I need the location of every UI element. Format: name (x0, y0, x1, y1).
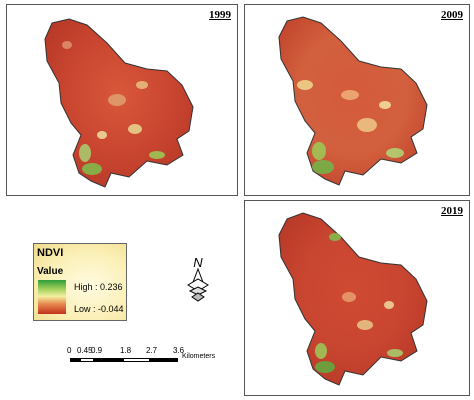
legend-value-label: Value (37, 266, 64, 277)
scale-tick: 0.9 (91, 346, 103, 355)
scale-segment (150, 358, 178, 362)
ndvi-map-2009 (278, 16, 428, 186)
scale-segment (123, 358, 150, 362)
scale-segment (80, 358, 94, 362)
scale-segment (70, 358, 80, 362)
scale-tick: 2.7 (146, 346, 158, 355)
legend-title: NDVI (37, 247, 64, 259)
legend-color-ramp (38, 280, 66, 314)
vegetation-patches (315, 233, 403, 373)
legend-low-label: Low : -0.044 (74, 304, 124, 314)
map-panel-2019: 2019 (244, 200, 470, 396)
scale-tick: 0 (67, 346, 72, 355)
city-boundary (278, 16, 428, 186)
ndvi-legend: NDVI Value High : 0.236 Low : -0.044 (33, 243, 127, 321)
map-panel-1999: 1999 (6, 4, 238, 196)
scale-tick: 0.45 (77, 346, 93, 355)
scale-segment (94, 358, 123, 362)
map-panel-2009: 2009 (244, 4, 470, 196)
map-year-label: 2019 (441, 205, 463, 217)
scale-tick: 3.6 (173, 346, 185, 355)
north-arrow: N (186, 255, 210, 305)
vegetation-patches (297, 80, 404, 174)
scale-tick: 1.8 (120, 346, 132, 355)
north-arrow-icon: N (187, 255, 209, 302)
vegetation-patches (62, 41, 165, 175)
map-year-label: 1999 (209, 9, 231, 21)
scale-bar: 0 0.45 0.9 1.8 2.7 3.6 Kilometers (64, 346, 244, 376)
ndvi-map-2019 (278, 212, 428, 386)
map-year-label: 2009 (441, 9, 463, 21)
north-label: N (193, 255, 203, 270)
scale-unit: Kilometers (182, 353, 216, 360)
legend-high-label: High : 0.236 (74, 282, 123, 292)
ndvi-map-1999 (44, 18, 194, 188)
